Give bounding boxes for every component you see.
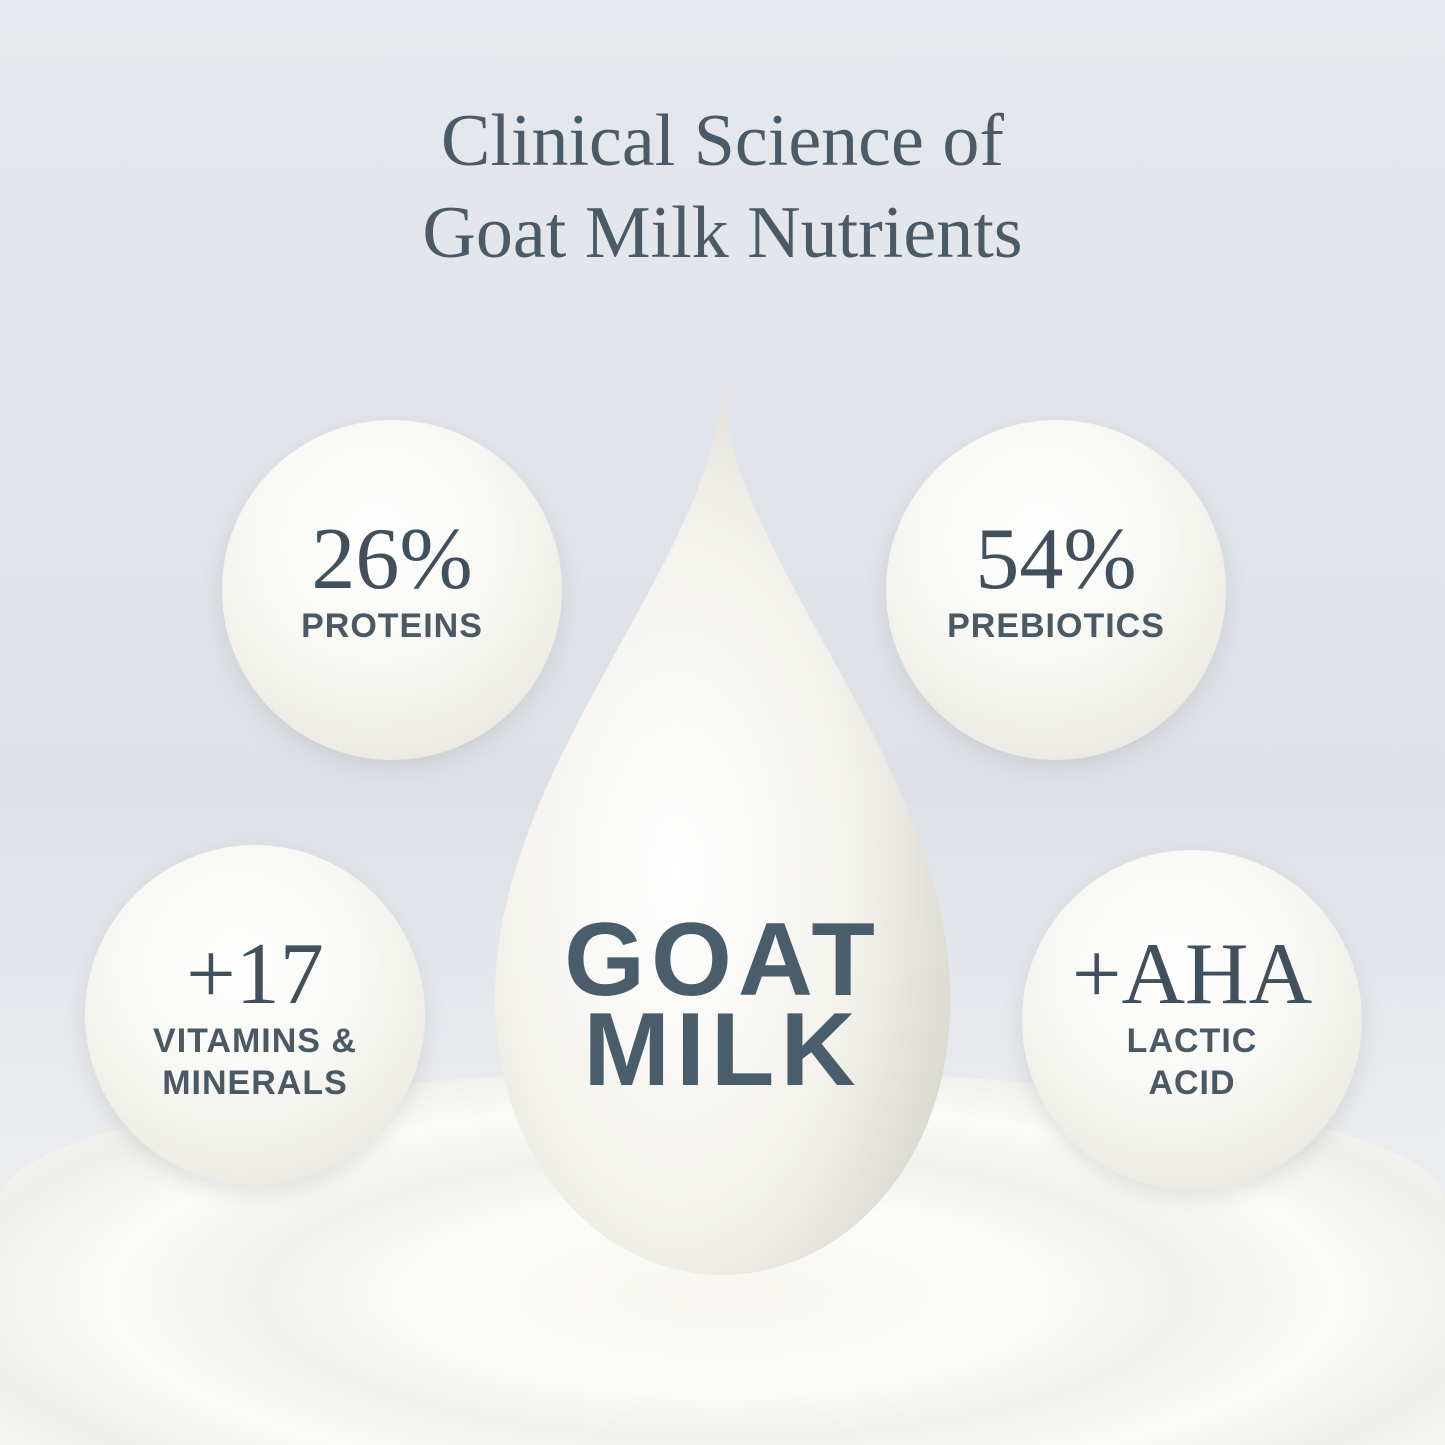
orb-vitamins-minerals: +17 VITAMINS & MINERALS <box>85 845 425 1185</box>
page-title: Clinical Science of Goat Milk Nutrients <box>0 95 1445 279</box>
orb-label-2: ACID <box>1148 1064 1236 1102</box>
goat-milk-label: GOAT MILK <box>500 902 945 1108</box>
title-line-2: Goat Milk Nutrients <box>422 192 1023 274</box>
orb-label: LACTIC <box>1126 1022 1258 1060</box>
orb-label: PREBIOTICS <box>947 607 1165 645</box>
goat-text: GOAT <box>564 902 881 1018</box>
orb-lactic-acid: +AHA LACTIC ACID <box>1022 850 1362 1190</box>
orb-value: 26% <box>311 511 473 608</box>
orb-label: PROTEINS <box>301 607 483 645</box>
milk-text: MILK <box>583 992 862 1108</box>
orb-value: +AHA <box>1071 926 1313 1023</box>
orb-prebiotics: 54% PREBIOTICS <box>886 420 1226 760</box>
title-line-1: Clinical Science of <box>440 100 1005 182</box>
orb-value: 54% <box>975 511 1137 608</box>
orb-label: VITAMINS & <box>153 1022 357 1060</box>
orb-value: +17 <box>186 926 324 1023</box>
orb-proteins: 26% PROTEINS <box>222 420 562 760</box>
orb-label-2: MINERALS <box>162 1064 348 1102</box>
